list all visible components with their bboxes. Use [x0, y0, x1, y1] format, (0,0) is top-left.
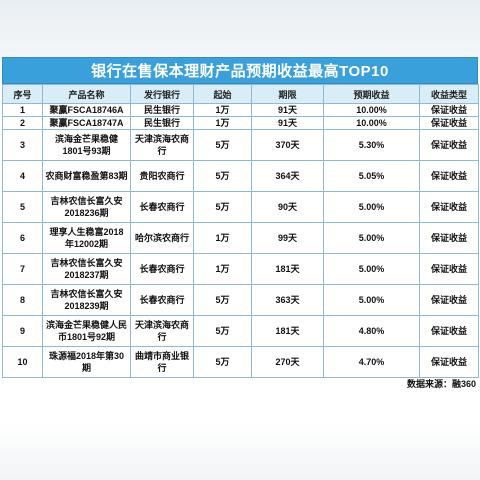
cell-start: 5万 — [193, 160, 252, 192]
cell-term: 99天 — [251, 222, 324, 254]
cell-start: 5万 — [193, 191, 252, 223]
cell-term: 91天 — [251, 103, 324, 117]
cell-yield: 10.00% — [323, 116, 420, 130]
cell-name: 滨海金芒果稳健1801号93期 — [42, 129, 131, 161]
table-row: 10 珠源福2018年第30期 曲靖市商业银行 5万 270天 4.70% 保证… — [2, 346, 479, 378]
cell-name: 吉林农信长富久安2018236期 — [42, 191, 131, 223]
cell-yield: 5.00% — [323, 222, 420, 254]
cell-type: 保证收益 — [419, 346, 479, 378]
cell-bank: 曲靖市商业银行 — [130, 346, 194, 378]
cell-name: 吉林农信长富久安2018237期 — [42, 253, 131, 285]
cell-term: 270天 — [251, 346, 324, 378]
cell-yield: 5.05% — [323, 160, 420, 192]
table-row: 6 理享人生稳富2018年12002期 哈尔滨农商行 1万 99天 5.00% … — [2, 222, 479, 254]
cell-yield: 5.00% — [323, 284, 420, 316]
table-row: 7 吉林农信长富久安2018237期 长春农商行 1万 181天 5.00% 保… — [2, 253, 479, 285]
cell-start: 1万 — [193, 103, 252, 117]
cell-start: 1万 — [193, 253, 252, 285]
data-source-note: 数据来源：融360 — [406, 379, 476, 389]
cell-start: 5万 — [193, 346, 252, 378]
col-header-name: 产品名称 — [42, 84, 131, 104]
cell-start: 1万 — [193, 222, 252, 254]
cell-term: 181天 — [251, 315, 324, 347]
cell-yield: 10.00% — [323, 103, 420, 117]
cell-bank: 民生银行 — [130, 116, 194, 130]
cell-bank: 天津滨海农商行 — [130, 129, 194, 161]
cell-type: 保证收益 — [419, 222, 479, 254]
cell-yield: 4.80% — [323, 315, 420, 347]
cell-type: 保证收益 — [419, 103, 479, 117]
cell-bank: 哈尔滨农商行 — [130, 222, 194, 254]
table-row: 4 农商财富稳盈第83期 贵阳农商行 5万 364天 5.05% 保证收益 — [2, 160, 479, 192]
col-header-bank: 发行银行 — [130, 84, 194, 104]
cell-no: 4 — [2, 160, 43, 192]
cell-no: 10 — [2, 346, 43, 378]
cell-bank: 长春农商行 — [130, 253, 194, 285]
cell-term: 370天 — [251, 129, 324, 161]
cell-no: 9 — [2, 315, 43, 347]
cell-term: 364天 — [251, 160, 324, 192]
cell-term: 91天 — [251, 116, 324, 130]
cell-no: 8 — [2, 284, 43, 316]
product-table: 序号 产品名称 发行银行 起始 期限 预期收益 收益类型 1 聚赢FSCA187… — [2, 84, 479, 378]
table-row: 3 滨海金芒果稳健1801号93期 天津滨海农商行 5万 370天 5.30% … — [2, 129, 479, 161]
cell-bank: 贵阳农商行 — [130, 160, 194, 192]
cell-type: 保证收益 — [419, 116, 479, 130]
cell-type: 保证收益 — [419, 253, 479, 285]
cell-bank: 长春农商行 — [130, 191, 194, 223]
col-header-start: 起始 — [193, 84, 252, 104]
cell-yield: 4.70% — [323, 346, 420, 378]
cell-name: 滨海金芒果稳健人民币1801号92期 — [42, 315, 131, 347]
cell-bank: 长春农商行 — [130, 284, 194, 316]
cell-bank: 天津滨海农商行 — [130, 315, 194, 347]
cell-no: 6 — [2, 222, 43, 254]
table-title: 银行在售保本理财产品预期收益最高TOP10 — [2, 57, 478, 84]
table-card: 银行在售保本理财产品预期收益最高TOP10 序号 产品名称 发行银行 起始 期限… — [2, 57, 479, 391]
cell-no: 7 — [2, 253, 43, 285]
col-header-no: 序号 — [2, 84, 43, 104]
cell-no: 1 — [2, 103, 43, 117]
cell-yield: 5.30% — [323, 129, 420, 161]
cell-term: 181天 — [251, 253, 324, 285]
cell-name: 聚赢FSCA18747A — [42, 116, 131, 130]
cell-name: 吉林农信长富久安2018239期 — [42, 284, 131, 316]
table-row: 9 滨海金芒果稳健人民币1801号92期 天津滨海农商行 5万 181天 4.8… — [2, 315, 479, 347]
cell-yield: 5.00% — [323, 253, 420, 285]
cell-type: 保证收益 — [419, 315, 479, 347]
cell-type: 保证收益 — [419, 160, 479, 192]
cell-name: 珠源福2018年第30期 — [42, 346, 131, 378]
table-row: 1 聚赢FSCA18746A 民生银行 1万 91天 10.00% 保证收益 — [2, 103, 479, 117]
cell-start: 5万 — [193, 129, 252, 161]
cell-name: 聚赢FSCA18746A — [42, 103, 131, 117]
cell-term: 363天 — [251, 284, 324, 316]
cell-no: 5 — [2, 191, 43, 223]
cell-yield: 5.00% — [323, 191, 420, 223]
cell-term: 90天 — [251, 191, 324, 223]
cell-name: 农商财富稳盈第83期 — [42, 160, 131, 192]
cell-type: 保证收益 — [419, 191, 479, 223]
cell-type: 保证收益 — [419, 284, 479, 316]
cell-start: 5万 — [193, 315, 252, 347]
table-row: 2 聚赢FSCA18747A 民生银行 1万 91天 10.00% 保证收益 — [2, 116, 479, 130]
table-row: 8 吉林农信长富久安2018239期 长春农商行 5万 363天 5.00% 保… — [2, 284, 479, 316]
cell-start: 1万 — [193, 116, 252, 130]
cell-no: 3 — [2, 129, 43, 161]
cell-bank: 民生银行 — [130, 103, 194, 117]
table-row: 5 吉林农信长富久安2018236期 长春农商行 5万 90天 5.00% 保证… — [2, 191, 479, 223]
col-header-yield: 预期收益 — [323, 84, 420, 104]
col-header-term: 期限 — [251, 84, 324, 104]
cell-name: 理享人生稳富2018年12002期 — [42, 222, 131, 254]
cell-type: 保证收益 — [419, 129, 479, 161]
col-header-type: 收益类型 — [419, 84, 479, 104]
cell-start: 5万 — [193, 284, 252, 316]
cell-no: 2 — [2, 116, 43, 130]
header-row: 序号 产品名称 发行银行 起始 期限 预期收益 收益类型 — [2, 84, 479, 104]
